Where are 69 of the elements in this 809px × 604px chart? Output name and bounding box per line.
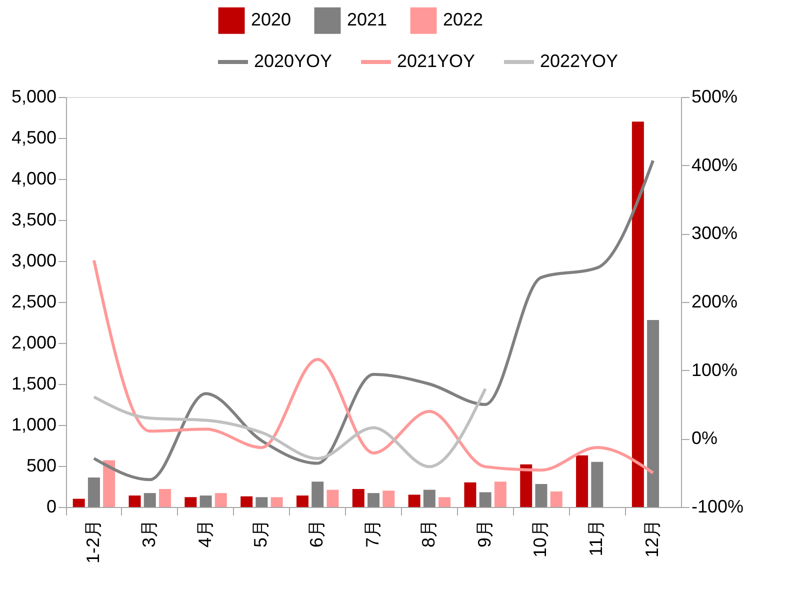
y2-tick-label: 300%: [692, 223, 738, 244]
y2-tick-label: 400%: [692, 154, 738, 175]
y-tick-label: 1,000: [11, 414, 56, 434]
bar: [88, 477, 100, 507]
bar: [576, 455, 588, 507]
bar: [382, 490, 395, 507]
bar: [158, 488, 171, 507]
y2-tick-label: 0%: [692, 428, 718, 448]
y-tick-label: 1,500: [11, 374, 56, 394]
legend-label: 2020YOY: [254, 51, 332, 71]
y-tick-label: 4,000: [11, 168, 56, 188]
bar: [479, 492, 492, 507]
y-tick-label: 0: [46, 496, 56, 516]
x-tick-label: 6月: [306, 520, 327, 548]
line-series: [92, 387, 487, 468]
legend-label: 2020: [251, 10, 292, 30]
bar: [632, 122, 644, 507]
bar: [368, 493, 380, 507]
bar: [408, 494, 420, 507]
y-tick-label: 2,000: [11, 332, 56, 352]
x-tick-label: 7月: [362, 520, 382, 548]
bar: [256, 497, 268, 507]
x-tick-label: 10月: [530, 520, 550, 558]
bar: [438, 497, 451, 507]
y-tick-label: 3,500: [11, 210, 56, 230]
y-tick-label: 3,000: [11, 250, 56, 270]
bar: [214, 493, 227, 507]
bar: [128, 496, 141, 507]
bar: [494, 482, 506, 507]
bar: [312, 482, 324, 507]
x-tick-label: 8月: [418, 520, 438, 548]
line-series: [92, 159, 655, 482]
bar: [200, 496, 212, 507]
bar: [352, 488, 364, 507]
y-tick-label: 4,500: [11, 128, 56, 148]
y-tick-label: 500: [26, 456, 56, 476]
y2-tick-label: 200%: [692, 292, 738, 312]
bar: [296, 496, 308, 507]
x-tick-label: 4月: [194, 520, 215, 548]
y-tick-label: 5,000: [11, 86, 56, 106]
x-tick-label: 1-2月: [82, 520, 103, 564]
legend-label: 2021YOY: [397, 51, 476, 71]
x-tick-label: 11月: [586, 520, 606, 556]
bar: [103, 460, 116, 507]
x-tick-label: 5月: [250, 520, 271, 548]
bar: [423, 490, 436, 507]
legend-label: 2022YOY: [540, 51, 618, 71]
bar: [184, 497, 197, 507]
bar: [535, 484, 548, 507]
y2-tick-label: -100%: [692, 496, 744, 516]
bar: [520, 464, 532, 507]
bar: [270, 497, 283, 507]
y-tick-label: 2,500: [11, 292, 56, 312]
x-tick-label: 9月: [474, 520, 494, 548]
bar: [326, 490, 339, 507]
bar: [240, 496, 253, 507]
y2-tick-label: 500%: [692, 86, 738, 106]
y2-tick-label: 100%: [692, 360, 738, 380]
x-tick-label: 12月: [642, 520, 662, 558]
bar: [72, 498, 85, 507]
legend-label: 2022: [443, 10, 484, 30]
bar: [647, 320, 660, 507]
legend-label: 2021: [347, 10, 388, 30]
bar: [550, 491, 562, 507]
line-series: [92, 258, 655, 474]
bar: [464, 482, 476, 507]
bar: [591, 462, 604, 507]
x-tick-label: 3月: [138, 520, 159, 548]
bar: [144, 493, 156, 507]
